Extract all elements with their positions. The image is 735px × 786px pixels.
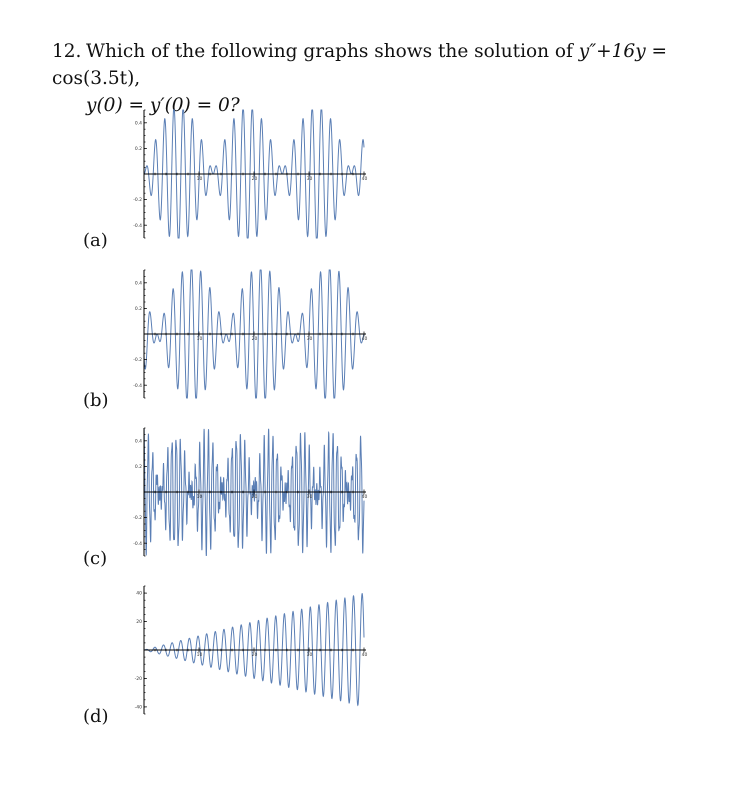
initial-conditions: y(0) = y′(0) = 0? bbox=[86, 95, 240, 116]
option-d-label[interactable]: (d) bbox=[83, 706, 109, 727]
x-tick-label: 20 bbox=[252, 176, 258, 182]
y-tick-label: -20 bbox=[135, 676, 142, 682]
x-tick-label: 30 bbox=[307, 652, 313, 658]
x-tick-label: 20 bbox=[252, 652, 258, 658]
question-text: 12. Which of the following graphs shows t… bbox=[52, 38, 722, 119]
y-tick-label: 0.4 bbox=[135, 280, 142, 286]
y-tick-label: 0.2 bbox=[135, 464, 142, 470]
y-tick-label: -0.2 bbox=[133, 197, 142, 203]
y-tick-label: 0.4 bbox=[135, 120, 142, 126]
x-tick-label: 20 bbox=[252, 336, 258, 342]
y-tick-label: -0.4 bbox=[133, 541, 142, 547]
option-d-graph[interactable]: 10 20 30 40 40 20 -20 -40 bbox=[120, 580, 370, 720]
option-a-graph[interactable]: 10 20 30 40 0.4 0.2 -0.2 -0.4 bbox=[120, 104, 370, 244]
equation-rhs: cos(3.5t), bbox=[52, 68, 141, 89]
option-c-label[interactable]: (c) bbox=[83, 548, 108, 569]
equation-lhs: y″+16y bbox=[578, 41, 646, 62]
x-tick-label: 40 bbox=[362, 652, 368, 658]
curve-line bbox=[143, 109, 365, 239]
y-tick-label: 40 bbox=[136, 591, 142, 597]
option-b-graph[interactable]: 10 20 30 40 0.4 0.2 -0.2 -0.4 bbox=[120, 264, 370, 404]
x-tick-label: 30 bbox=[307, 176, 313, 182]
y-tick-label: 0.4 bbox=[135, 438, 142, 444]
question-line-1: 12. Which of the following graphs shows t… bbox=[52, 38, 722, 92]
equation-equals: = bbox=[645, 41, 668, 62]
x-tick-label: 10 bbox=[197, 494, 203, 500]
x-tick-label: 10 bbox=[197, 336, 203, 342]
curve-line bbox=[144, 593, 365, 707]
y-tick-label: -0.2 bbox=[133, 515, 142, 521]
y-tick-label: -0.4 bbox=[133, 383, 142, 389]
x-tick-label: 20 bbox=[252, 494, 258, 500]
x-tick-label: 10 bbox=[197, 652, 203, 658]
x-tick-label: 30 bbox=[307, 494, 313, 500]
y-tick-label: -0.4 bbox=[133, 223, 142, 229]
x-tick-label: 30 bbox=[307, 336, 313, 342]
y-tick-label: 0.2 bbox=[135, 306, 142, 312]
question-prompt: Which of the following graphs shows the … bbox=[86, 41, 579, 62]
x-tick-label: 40 bbox=[362, 176, 368, 182]
x-tick-label: 40 bbox=[362, 336, 368, 342]
y-tick-label: 20 bbox=[136, 619, 142, 625]
y-tick-label: -0.2 bbox=[133, 357, 142, 363]
x-tick-label: 40 bbox=[362, 494, 368, 500]
y-tick-label: -40 bbox=[135, 704, 142, 710]
option-c-graph[interactable]: 10 20 30 40 0.4 0.2 -0.2 -0.4 bbox=[120, 422, 370, 562]
x-tick-label: 10 bbox=[197, 176, 203, 182]
option-b-label[interactable]: (b) bbox=[83, 390, 109, 411]
question-number: 12. bbox=[52, 41, 82, 62]
option-a-label[interactable]: (a) bbox=[83, 230, 108, 251]
y-tick-label: 0.2 bbox=[135, 146, 142, 152]
curve-line bbox=[143, 269, 365, 399]
